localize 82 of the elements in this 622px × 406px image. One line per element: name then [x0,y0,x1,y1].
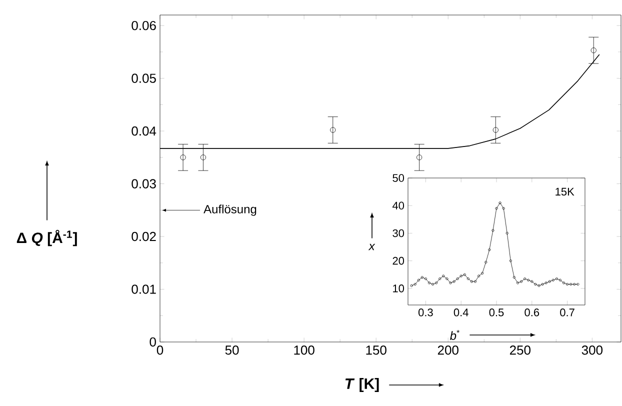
y-axis-title: Δ Q [Å$^{-1}$] [16,230,77,246]
point [414,282,416,286]
point [200,154,206,160]
point [417,278,420,282]
y-tick-label: 0.01 [132,284,156,294]
point [520,280,523,283]
y-tick-label: 30 [392,229,404,238]
y-tick-label: 0.02 [132,232,156,242]
x-tick-label: 100 [294,346,314,355]
y-tick-label: 0.03 [132,179,156,188]
x-tick-label: 300 [582,346,603,355]
point [474,280,477,283]
point [562,282,566,284]
point [431,282,434,286]
point [330,127,336,133]
y-tick-label: 0 [150,337,156,347]
point [498,202,502,204]
point [466,277,470,280]
point [481,272,484,275]
point [420,276,424,279]
point [590,48,596,54]
x-tick-label: 0.3 [418,308,433,316]
point [416,154,422,160]
y-tick-label: 10 [393,284,404,292]
point [180,154,186,160]
point [470,280,474,283]
y-tick-label: 0.06 [132,20,156,30]
x-tick-label: 0.4 [454,308,468,316]
point [544,282,548,284]
x-tick-label: 250 [510,346,530,355]
point [548,280,551,283]
point [452,280,456,283]
x-axis-title: T [K] [345,378,379,392]
x-tick-label: 50 [225,346,239,355]
point [534,282,537,286]
point [442,274,445,278]
x-tick-label: 0.6 [524,308,540,316]
point [530,280,534,283]
point [538,284,540,287]
y-tick-label: 0.04 [132,126,156,136]
point [428,282,431,284]
point [438,277,442,280]
x-axis-title: b$^{*}$ [450,330,460,340]
x-tick-label: 0.5 [489,308,504,316]
point [424,277,427,280]
point [509,260,512,262]
point [552,278,554,282]
point [512,276,516,279]
y-tick-label: 40 [392,202,404,210]
point [527,278,530,282]
point [463,273,466,276]
annotation: Auflösung [204,204,256,216]
x-tick-label: 0.7 [560,308,574,316]
point [456,277,459,280]
point [495,207,498,210]
x-tick-label: 150 [366,346,386,355]
y-axis-title: x [368,244,376,250]
point [570,282,572,286]
point [555,277,558,280]
point [502,207,505,210]
point [524,277,526,280]
annotation: 15K [556,188,574,196]
y-tick-label: 20 [392,256,404,265]
point [488,248,491,252]
point [484,260,488,264]
point [492,229,494,232]
point [516,282,520,284]
y-tick-label: 0.05 [132,74,156,83]
point [573,282,576,286]
point [446,277,448,280]
point [566,282,569,286]
x-tick-label: 0 [156,346,164,355]
x-tick-label: 200 [438,346,458,355]
point [558,278,562,282]
y-tick-label: 50 [392,174,404,182]
point [492,127,498,133]
point [541,282,544,286]
point [435,282,438,284]
point [460,274,462,278]
point [477,274,480,278]
point [449,282,452,284]
point [506,232,508,235]
